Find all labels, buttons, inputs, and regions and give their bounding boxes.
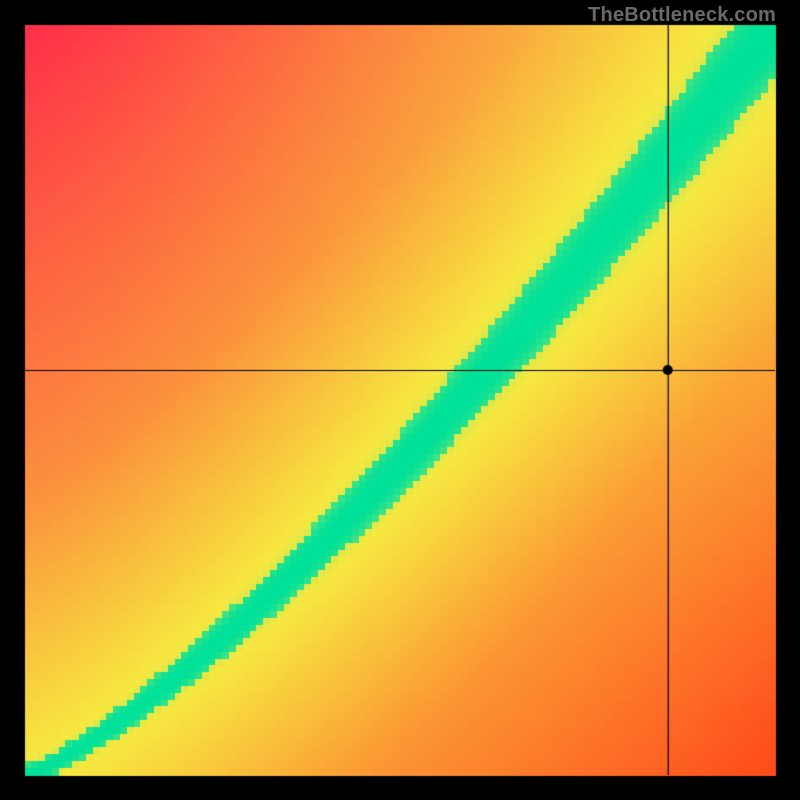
chart-container: TheBottleneck.com — [0, 0, 800, 800]
heatmap-canvas — [0, 0, 800, 800]
watermark-text: TheBottleneck.com — [588, 4, 776, 27]
